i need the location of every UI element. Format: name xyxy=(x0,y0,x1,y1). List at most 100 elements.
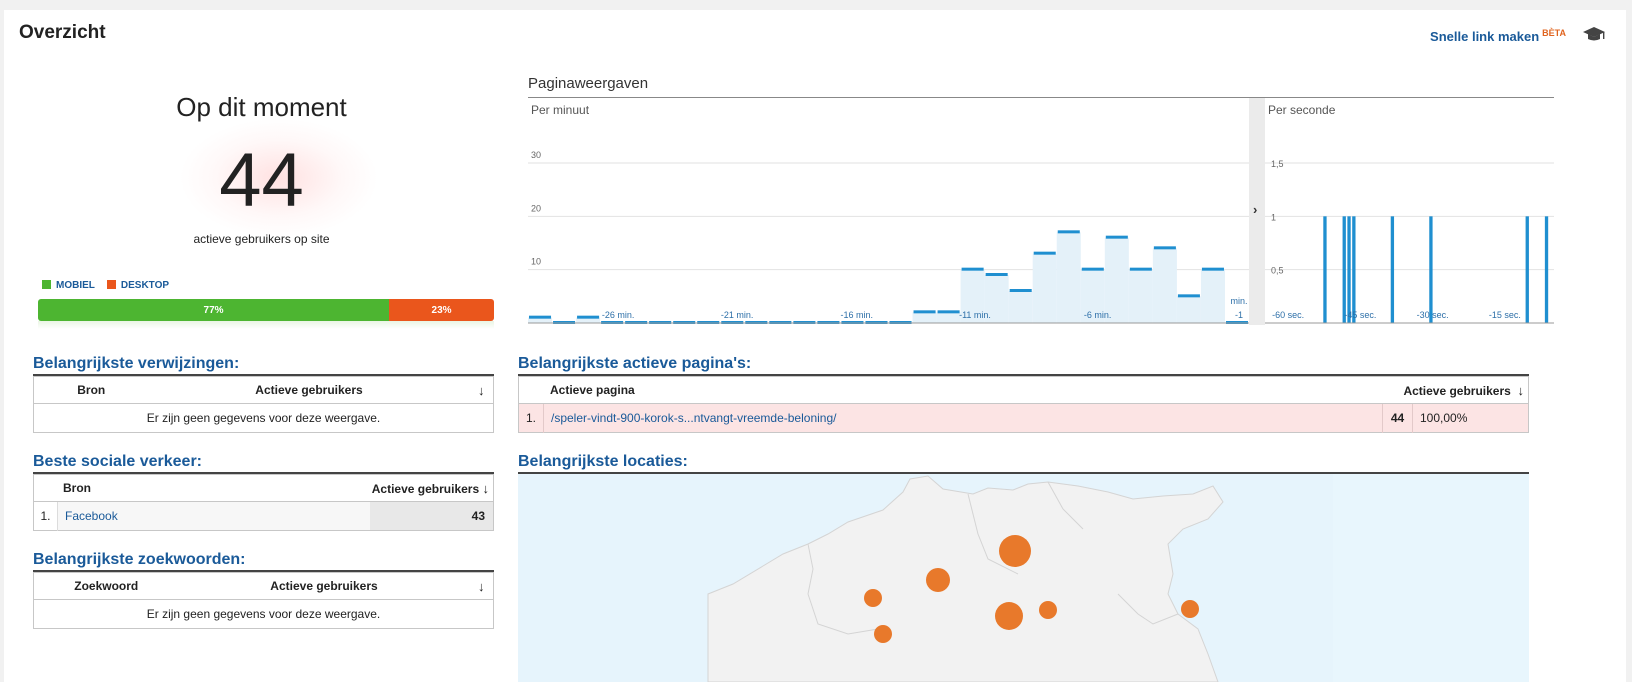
realtime-overview: Overzicht Snelle link maken BÈTA Op dit m… xyxy=(4,10,1626,682)
locations-map[interactable] xyxy=(518,474,1529,682)
referrals-empty-message: Er zijn geen gegevens voor deze weergave… xyxy=(33,403,494,433)
location-bubble[interactable] xyxy=(926,568,950,592)
keywords-rule xyxy=(33,570,494,572)
bar-fill xyxy=(1032,253,1057,323)
bar xyxy=(1009,289,1032,292)
table-row: 1. /speler-vindt-900-korok-s...ntvangt-v… xyxy=(518,403,1529,433)
device-legend: MOBIEL DESKTOP xyxy=(42,280,169,291)
device-share-bar: 77% 23% xyxy=(38,299,494,321)
bar xyxy=(985,273,1008,276)
bar-fill xyxy=(960,269,985,323)
x-tick-label: -30 sec. xyxy=(1417,310,1449,320)
row-index: 1. xyxy=(518,403,544,433)
y-tick-label: 10 xyxy=(531,257,541,267)
x-tick-label: -6 min. xyxy=(1084,310,1112,320)
mobile-share-segment[interactable]: 77% xyxy=(38,299,390,321)
row-source: Facebook xyxy=(57,501,370,531)
per-second-label: Per seconde xyxy=(1268,103,1336,117)
y-tick-label: 30 xyxy=(531,150,541,160)
bar-fill xyxy=(1200,269,1225,323)
bar xyxy=(1153,246,1176,250)
per-second-chart-svg: 0,5 1 1,5 -60 sec. -45 sec. -30 sec. -15 sec. xyxy=(1265,159,1554,324)
bar xyxy=(961,267,984,271)
row-percentage: 100,00% xyxy=(1412,403,1529,433)
desktop-share-segment[interactable]: 23% xyxy=(389,299,494,321)
keywords-header-row: Zoekwoord Actieve gebruikers ↓ xyxy=(33,572,494,600)
col-active-page[interactable]: Actieve pagina xyxy=(518,376,1383,404)
bar-fill xyxy=(528,317,553,323)
pageviews-title: Paginaweergaven xyxy=(528,75,649,92)
mobile-share-label: 77% xyxy=(203,304,224,316)
desktop-share-label: 23% xyxy=(431,304,452,316)
social-title: Beste sociale verkeer: xyxy=(33,453,202,470)
bar-fill xyxy=(1056,232,1081,323)
col-source[interactable]: Bron xyxy=(33,474,370,502)
col-active-users[interactable]: Actieve gebruikers ↓ xyxy=(1382,376,1529,404)
sort-down-arrow-icon[interactable]: ↓ xyxy=(469,572,494,600)
col-active-users[interactable]: Actieve gebruikers xyxy=(148,376,470,404)
legend-mobile-swatch xyxy=(42,280,51,289)
legend-desktop[interactable]: DESKTOP xyxy=(106,280,169,291)
legend-desktop-swatch xyxy=(106,280,116,289)
locations-title: Belangrijkste locaties: xyxy=(518,453,688,470)
x-tick-label: -11 min. xyxy=(959,310,991,320)
active-pages-rule xyxy=(518,374,1529,376)
map-water-east xyxy=(1333,474,1529,682)
referrals-rule xyxy=(33,374,494,376)
beta-badge: BÈTA xyxy=(1542,28,1566,38)
bar xyxy=(1057,230,1080,234)
quick-link-button[interactable]: Snelle link maken BÈTA xyxy=(1430,28,1566,44)
keywords-title: Belangrijkste zoekwoorden: xyxy=(33,551,246,568)
map-svg xyxy=(707,474,1529,682)
x-tick-label: min. xyxy=(1230,296,1247,306)
location-bubble[interactable] xyxy=(864,589,882,607)
sort-down-arrow-icon[interactable]: ↓ xyxy=(1517,382,1525,398)
pageviews-rule xyxy=(528,97,1554,98)
col-source[interactable]: Bron xyxy=(33,376,149,404)
active-user-count: 44 xyxy=(219,138,304,223)
sort-down-arrow-icon[interactable]: ↓ xyxy=(469,376,494,404)
now-label: Op dit moment xyxy=(176,92,347,122)
bar xyxy=(1201,267,1224,271)
legend-mobile[interactable]: MOBIEL xyxy=(42,280,95,291)
bar xyxy=(1390,216,1395,323)
social-table: Bron Actieve gebruikers ↓ 1. Facebook 43 xyxy=(33,474,494,531)
bar-fill xyxy=(1176,296,1201,323)
location-bubble[interactable] xyxy=(874,625,892,643)
col-active-users[interactable]: Actieve gebruikers ↓ xyxy=(369,474,494,502)
col-active-users[interactable]: Actieve gebruikers xyxy=(178,572,470,600)
graduation-cap-icon[interactable] xyxy=(1582,24,1606,44)
facebook-link[interactable]: Facebook xyxy=(65,509,118,523)
bar xyxy=(1105,235,1128,239)
locations-rule xyxy=(518,472,1529,474)
sort-down-arrow-icon[interactable]: ↓ xyxy=(482,480,490,496)
chart-divider[interactable]: › xyxy=(1249,98,1265,325)
col-keyword[interactable]: Zoekwoord xyxy=(33,572,179,600)
active-pages-title: Belangrijkste actieve pagina's: xyxy=(518,355,752,372)
x-tick-label: -45 sec. xyxy=(1344,310,1376,320)
bar xyxy=(937,310,960,314)
location-bubble[interactable] xyxy=(1181,600,1199,618)
active-page-link[interactable]: /speler-vindt-900-korok-s...ntvangt-vree… xyxy=(551,411,837,425)
bar xyxy=(1525,216,1529,323)
chevron-right-icon[interactable]: › xyxy=(1253,202,1258,217)
per-minute-chart: Per minuut 10 20 30 -26 min. -21 min. -16 min… xyxy=(528,98,1249,325)
bar xyxy=(1177,294,1200,298)
location-bubble[interactable] xyxy=(995,602,1023,630)
bar-fill xyxy=(984,275,1009,323)
bar xyxy=(1347,216,1351,323)
bar xyxy=(529,315,552,319)
col-active-users-label: Actieve gebruikers xyxy=(371,481,480,496)
legend-mobile-label: MOBIEL xyxy=(56,280,95,291)
row-users: 43 xyxy=(369,501,494,531)
bar xyxy=(1033,251,1056,255)
active-pages-header-row: Actieve pagina Actieve gebruikers ↓ xyxy=(518,376,1529,404)
map-borders xyxy=(807,481,1179,635)
active-users-sublabel: actieve gebruikers op site xyxy=(193,232,330,246)
location-bubble[interactable] xyxy=(1039,601,1057,619)
per-second-chart: Per seconde 0,5 1 1,5 -60 sec. -45 sec. -30 s… xyxy=(1265,98,1554,325)
bar-fill xyxy=(1080,269,1105,323)
location-bubble[interactable] xyxy=(999,535,1031,567)
bar xyxy=(1544,216,1549,323)
bar xyxy=(1429,216,1433,323)
